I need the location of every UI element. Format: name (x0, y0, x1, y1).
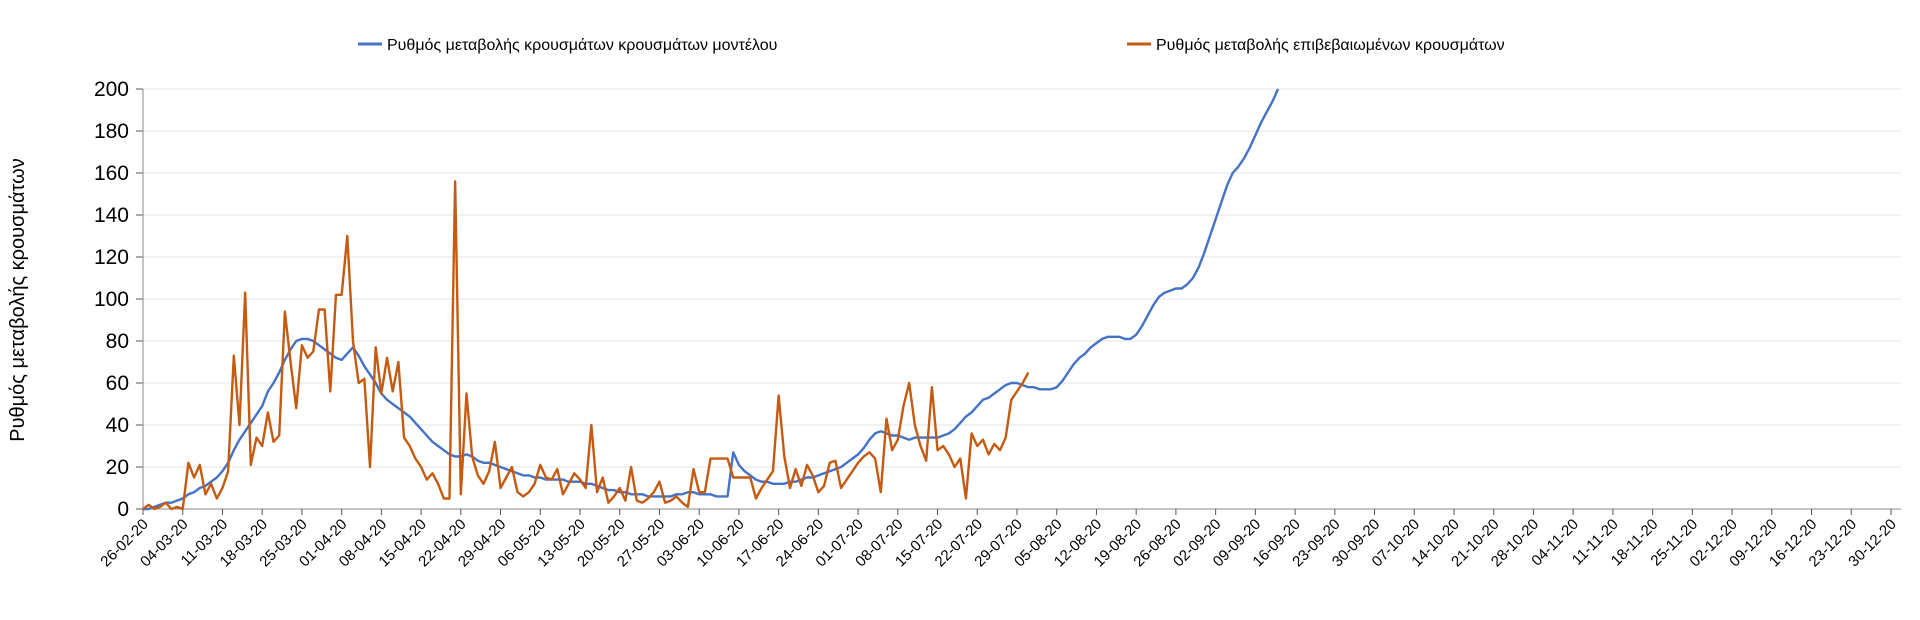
y-tick-label: 80 (106, 330, 129, 353)
series-line (142, 180, 1030, 511)
y-tick-label: 100 (94, 288, 129, 311)
y-tick-label: 160 (94, 162, 129, 185)
legend-label: Ρυθμός μεταβολής κρουσμάτων κρουσμάτων μ… (387, 37, 777, 54)
legend-label: Ρυθμός μεταβολής επιβεβαιωμένων κρουσμάτ… (1156, 37, 1505, 54)
y-tick-label: 180 (94, 120, 129, 143)
y-tick-label: 20 (106, 456, 129, 479)
y-tick-label: 0 (117, 498, 129, 521)
y-tick-label: 140 (94, 204, 129, 227)
y-axis-title: Ρυθμός μεταβολής κρουσμάτων (7, 158, 29, 442)
y-tick-label: 200 (94, 78, 129, 101)
y-tick-label: 120 (94, 246, 129, 269)
y-tick-label: 40 (106, 414, 129, 437)
y-tick-label: 60 (106, 372, 129, 395)
